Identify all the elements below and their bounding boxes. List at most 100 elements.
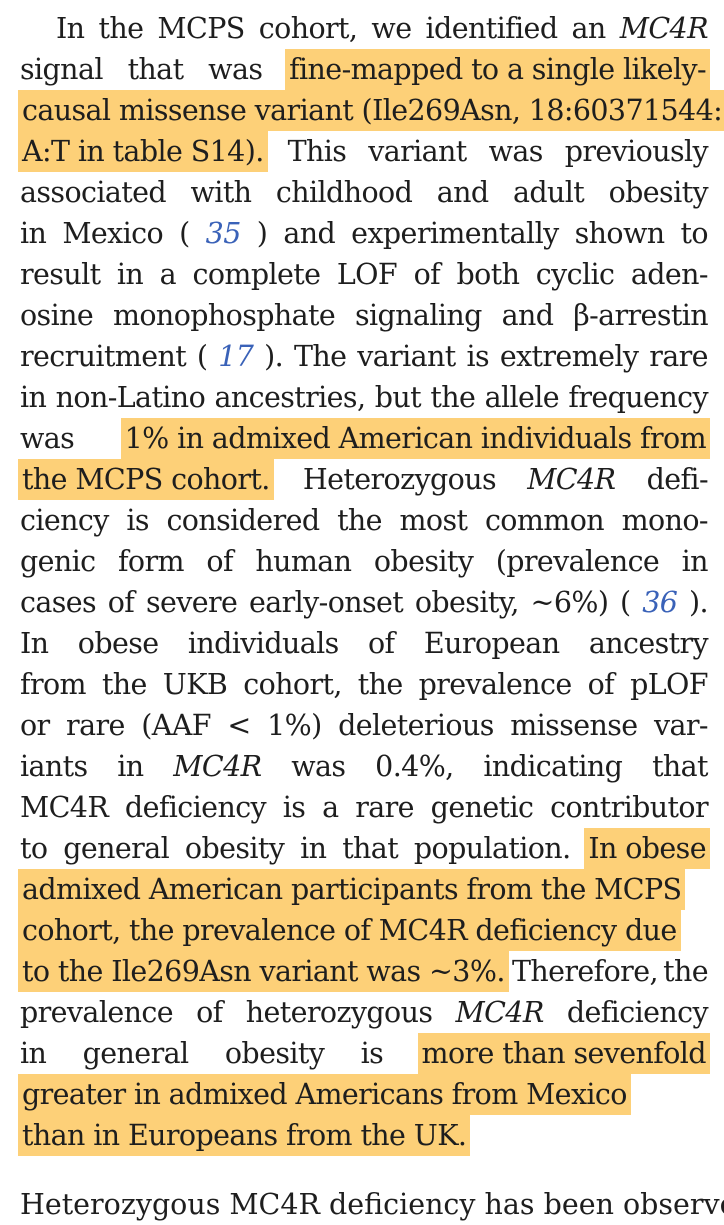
text-line: greater in admixed Americans from Mexico xyxy=(18,1074,708,1115)
word: signaling xyxy=(354,299,482,332)
word: iants xyxy=(20,750,88,783)
word: result xyxy=(20,258,101,291)
word: an xyxy=(571,12,607,45)
word: ancestry xyxy=(588,627,709,660)
word: This xyxy=(287,135,347,168)
word: ( xyxy=(620,586,631,619)
word: β-arrestin xyxy=(573,299,708,332)
citation-link[interactable]: 35 xyxy=(205,217,242,250)
word: Therefore, xyxy=(511,955,659,988)
word: var- xyxy=(654,709,709,742)
word: and xyxy=(283,217,336,250)
word: experimentally xyxy=(351,217,559,250)
word: that xyxy=(342,832,399,865)
text-line: genic form of human obesity (prevalence in xyxy=(20,541,709,582)
word: individuals xyxy=(187,627,339,660)
word: but xyxy=(374,381,422,414)
word: the xyxy=(430,381,476,414)
word: identified xyxy=(425,12,559,45)
word: cohort, xyxy=(243,668,342,701)
word: considered xyxy=(166,504,320,537)
citation-link[interactable]: 17 xyxy=(218,340,254,373)
text-line: or rare (AAF <1%) deleterious missense var- xyxy=(20,705,709,746)
text-line: ciency is considered the most common mono- xyxy=(20,500,709,541)
word: 1%) xyxy=(267,709,322,742)
word: in xyxy=(300,832,327,865)
italic-gene-name: MC4R xyxy=(619,12,709,45)
word: variant xyxy=(368,135,467,168)
word: of xyxy=(107,586,135,619)
word: obesity xyxy=(373,545,474,578)
text-line: In obese individuals of European ancestry xyxy=(20,623,709,664)
word: in xyxy=(20,217,47,250)
word: osine xyxy=(20,299,94,332)
word: (AAF xyxy=(141,709,211,742)
text-line: cohort, the prevalence of MC4R deficienc… xyxy=(18,910,708,951)
text-line: in Mexico (35) and experimentally shown to xyxy=(20,213,709,254)
word: form xyxy=(117,545,185,578)
word: genetic xyxy=(430,791,534,824)
word: aden- xyxy=(630,258,709,291)
highlighted-text: than in Europeans from the UK. xyxy=(18,1115,471,1156)
word: the xyxy=(98,12,144,45)
citation-link[interactable]: 36 xyxy=(642,586,678,619)
highlighted-text: fine-mapped to a single likely- xyxy=(285,49,710,90)
word: cohort, xyxy=(258,12,358,45)
highlighted-text: admixed American participants from the M… xyxy=(18,869,686,910)
word: MCPS xyxy=(157,12,245,45)
word: extremely xyxy=(499,340,639,373)
highlighted-text: A:T in table S14). xyxy=(18,131,268,172)
word: missense xyxy=(510,709,638,742)
word: shown xyxy=(574,217,665,250)
highlighted-text: the MCPS cohort. xyxy=(18,459,274,500)
word: is xyxy=(126,504,149,537)
word: obesity xyxy=(224,1037,325,1070)
cut-off-next-line: Heterozygous MC4R deficiency has been ob… xyxy=(20,1188,724,1221)
highlighted-text: 1% in admixed American individuals from xyxy=(120,418,710,459)
word: In xyxy=(56,12,85,45)
word: with xyxy=(190,176,253,209)
text-line: in general obesity is more than sevenfold xyxy=(20,1033,710,1074)
word: to xyxy=(680,217,709,250)
italic-gene-name: MC4R xyxy=(173,750,262,783)
word: general xyxy=(82,1037,189,1070)
word: was xyxy=(208,53,263,86)
word: in xyxy=(20,1037,47,1070)
word: of xyxy=(196,996,223,1029)
word: adult xyxy=(512,176,585,209)
text-line: recruitment (17). The variant is extremely rar… xyxy=(20,336,709,377)
word: of xyxy=(587,668,615,701)
word: heterozygous xyxy=(245,996,433,1029)
word: variant xyxy=(357,340,456,373)
word: 0.4%, xyxy=(375,750,454,783)
word: obesity, xyxy=(414,586,520,619)
text-line: A:T in table S14). This variant was previous… xyxy=(18,131,709,172)
text-line: iants in MC4R was 0.4%, indicating that xyxy=(20,746,709,787)
word: was xyxy=(291,750,346,783)
word: UKB xyxy=(162,668,228,701)
word: genic xyxy=(20,545,96,578)
word: associated xyxy=(20,176,167,209)
highlighted-text: causal missense variant (Ile269Asn, 18:6… xyxy=(18,90,724,131)
highlighted-text: greater in admixed Americans from Mexico xyxy=(18,1074,631,1115)
text-line: admixed American participants from the M… xyxy=(18,869,708,910)
word: most xyxy=(399,504,468,537)
text-line: causal missense variant (Ile269Asn, 18:6… xyxy=(18,90,724,131)
word: early-onset xyxy=(248,586,404,619)
text-line: than in Europeans from the UK. xyxy=(18,1115,708,1156)
word: population. xyxy=(413,832,571,865)
word: cases xyxy=(20,586,97,619)
word: is xyxy=(466,340,489,373)
italic-gene-name: MC4R xyxy=(455,996,545,1029)
word: was xyxy=(488,135,544,168)
word: previously xyxy=(564,135,709,168)
word: obesity xyxy=(184,832,285,865)
word: prevalence xyxy=(418,668,573,701)
text-line: signal that was fine-mapped to a single lik… xyxy=(20,49,710,90)
word: cyclic xyxy=(535,258,615,291)
word: defi- xyxy=(646,463,709,496)
text-line: cases of severe early-onset obesity, ~6%) (36)… xyxy=(20,582,709,623)
word: MC4R xyxy=(20,791,109,824)
text-line: in non-Latino ancestries, but the allele frequ… xyxy=(20,377,709,418)
word: < xyxy=(227,709,251,742)
